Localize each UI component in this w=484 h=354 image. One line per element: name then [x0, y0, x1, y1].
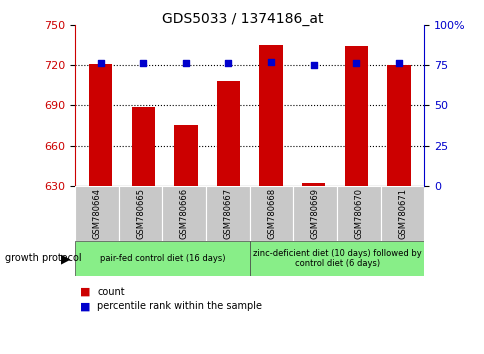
Bar — [75, 241, 249, 276]
Bar — [162, 186, 206, 241]
Text: GSM780669: GSM780669 — [310, 188, 319, 239]
Bar — [386, 65, 409, 186]
Point — [352, 61, 360, 66]
Bar — [75, 186, 119, 241]
Bar — [131, 107, 155, 186]
Text: ▶: ▶ — [60, 252, 70, 265]
Bar — [89, 64, 112, 186]
Bar — [249, 186, 293, 241]
Bar — [380, 186, 424, 241]
Point — [267, 59, 274, 65]
Bar — [216, 81, 240, 186]
Text: GSM780664: GSM780664 — [92, 188, 101, 239]
Point — [394, 61, 402, 66]
Point — [139, 61, 147, 66]
Bar — [206, 186, 249, 241]
Bar — [293, 186, 336, 241]
Bar — [336, 186, 380, 241]
Text: zinc-deficient diet (10 days) followed by
control diet (6 days): zinc-deficient diet (10 days) followed b… — [252, 249, 421, 268]
Bar — [174, 125, 197, 186]
Text: pair-fed control diet (16 days): pair-fed control diet (16 days) — [100, 254, 225, 263]
Text: GSM780670: GSM780670 — [354, 188, 363, 239]
Point — [97, 61, 105, 66]
Text: GSM780668: GSM780668 — [267, 188, 275, 239]
Text: ■: ■ — [80, 287, 91, 297]
Point — [309, 62, 317, 68]
Bar — [259, 45, 282, 186]
Text: GDS5033 / 1374186_at: GDS5033 / 1374186_at — [162, 12, 322, 27]
Text: count: count — [97, 287, 124, 297]
Bar — [119, 186, 162, 241]
Text: GSM780671: GSM780671 — [397, 188, 406, 239]
Text: GSM780667: GSM780667 — [223, 188, 232, 239]
Bar — [249, 241, 424, 276]
Text: GSM780665: GSM780665 — [136, 188, 145, 239]
Point — [182, 61, 189, 66]
Point — [224, 61, 232, 66]
Text: growth protocol: growth protocol — [5, 253, 81, 263]
Bar — [302, 183, 325, 186]
Text: GSM780666: GSM780666 — [180, 188, 188, 239]
Text: ■: ■ — [80, 301, 91, 311]
Text: percentile rank within the sample: percentile rank within the sample — [97, 301, 261, 311]
Bar — [344, 46, 367, 186]
